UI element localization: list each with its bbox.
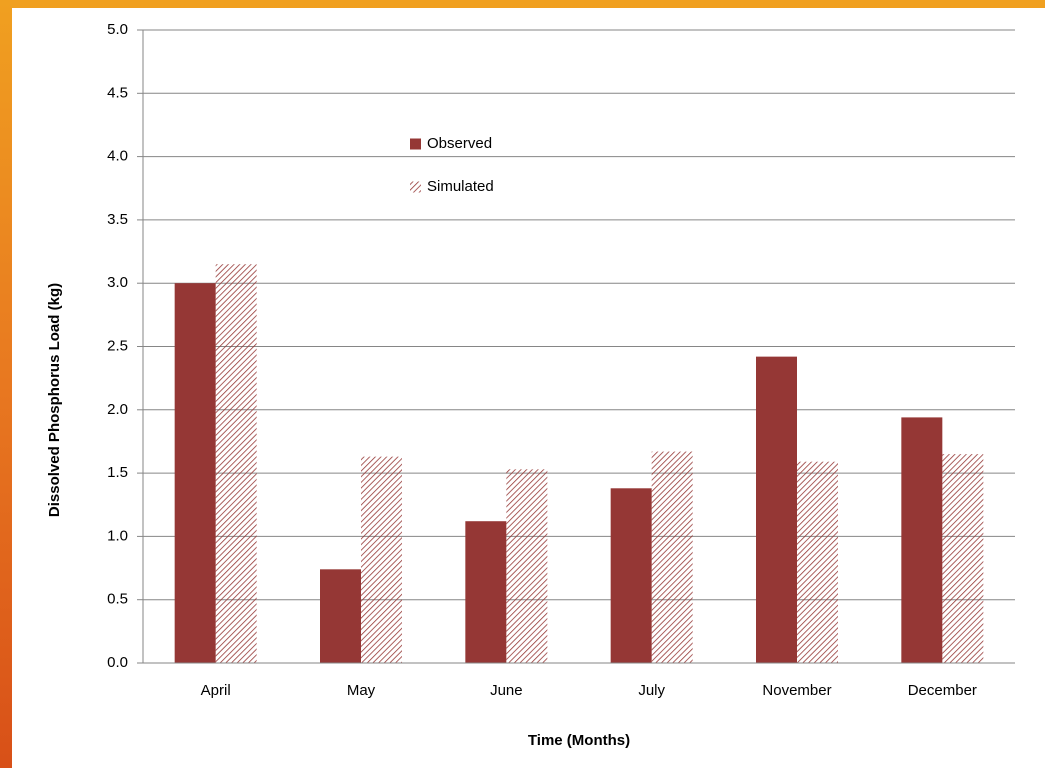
bar [506,469,548,663]
legend-swatch [410,181,421,193]
x-tick-label: July [638,682,665,699]
y-tick-label: 4.0 [107,148,128,165]
bar [942,454,984,663]
y-tick-label: 4.5 [107,84,128,101]
bar [465,521,507,663]
x-tick-label: November [762,682,831,699]
y-tick-label: 3.5 [107,211,128,228]
bar [215,264,257,663]
y-tick-label: 2.0 [107,401,128,418]
y-tick-label: 1.5 [107,464,128,481]
y-tick-label: 1.0 [107,527,128,544]
legend-label: Observed [427,135,492,152]
x-axis-label: Time (Months) [528,732,630,749]
x-tick-label: May [347,682,376,699]
bar [797,461,838,663]
y-tick-label: 5.0 [107,21,128,38]
y-tick-label: 0.0 [107,654,128,671]
bar [174,283,216,663]
bar [651,451,693,663]
y-axis-label: Dissolved Phosphorus Load (kg) [46,283,63,517]
bar [320,569,361,663]
bar [361,456,402,663]
y-tick-label: 2.5 [107,337,128,354]
bar [610,488,652,663]
y-tick-label: 0.5 [107,591,128,608]
x-tick-label: December [908,682,977,699]
legend-swatch [410,138,421,150]
x-tick-label: April [201,682,231,699]
y-tick-label: 3.0 [107,274,128,291]
bar [901,417,943,663]
legend-label: Simulated [427,178,494,195]
bar [756,356,797,663]
x-tick-label: June [490,682,523,699]
